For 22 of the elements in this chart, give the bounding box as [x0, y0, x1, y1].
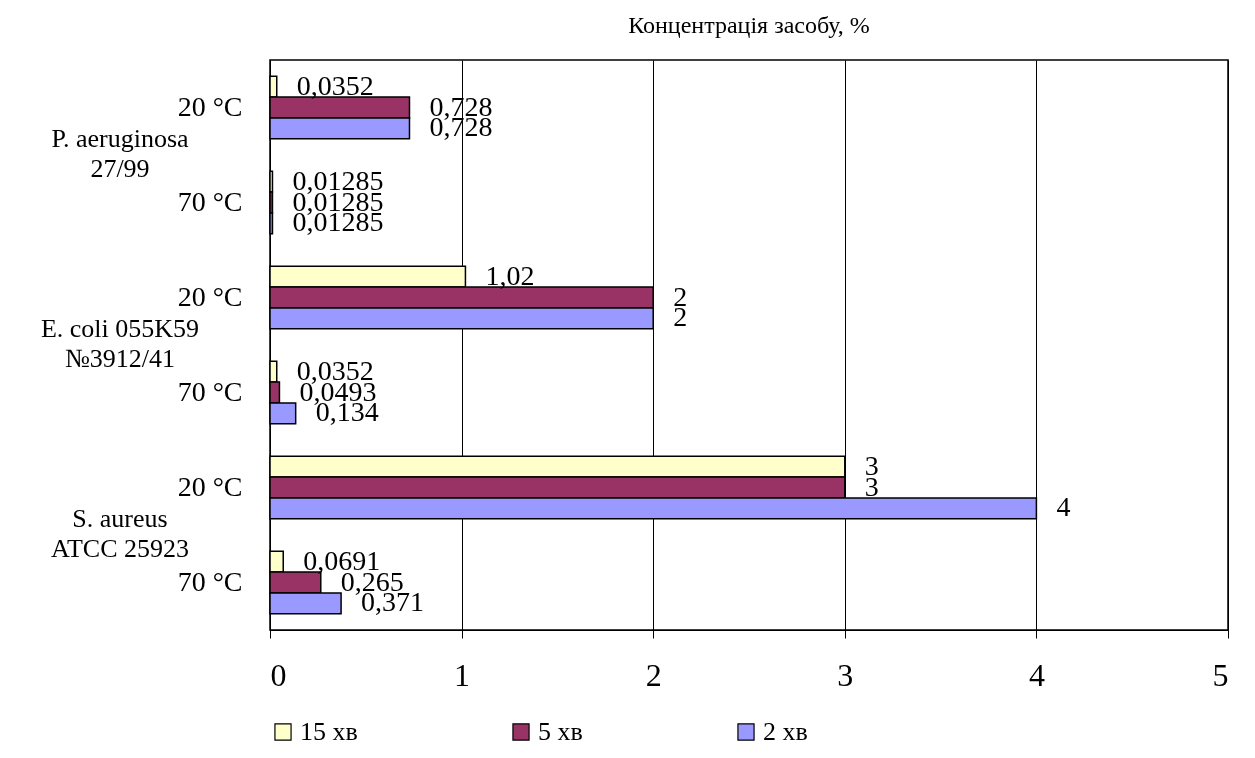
text: E. coli 055K59 №3912/41 — [40, 313, 200, 373]
legend-label: 2 хв — [763, 717, 808, 746]
y-tick-label: 70 °C — [177, 565, 243, 597]
data-label: 4 — [1056, 491, 1071, 523]
text: S. aureus ATCC 25923 — [51, 503, 189, 563]
legend-label: 15 хв — [300, 717, 358, 746]
text: P. aeruginosa 27/99 — [51, 123, 190, 183]
y-tick-label: 20 °C — [177, 470, 243, 502]
y-tick-label: 20 °C — [177, 90, 243, 122]
x-tick-label: 1 — [454, 656, 471, 693]
x-tick-label: 3 — [837, 656, 854, 693]
y-tick-label: 70 °C — [177, 375, 243, 407]
x-tick-label: 2 — [645, 656, 662, 693]
x-tick-label: 5 — [1212, 656, 1229, 693]
x-tick-label: 4 — [1028, 656, 1045, 693]
data-label: 0,0352 — [296, 69, 374, 101]
chart-title: Концентрація засобу, % — [628, 12, 870, 38]
legend-label: 5 хв — [538, 717, 583, 746]
data-label: 1,02 — [485, 259, 535, 291]
y-tick-label: 70 °C — [177, 185, 243, 217]
x-tick-label: 0 — [270, 656, 287, 693]
y-tick-label: 20 °C — [177, 280, 243, 312]
